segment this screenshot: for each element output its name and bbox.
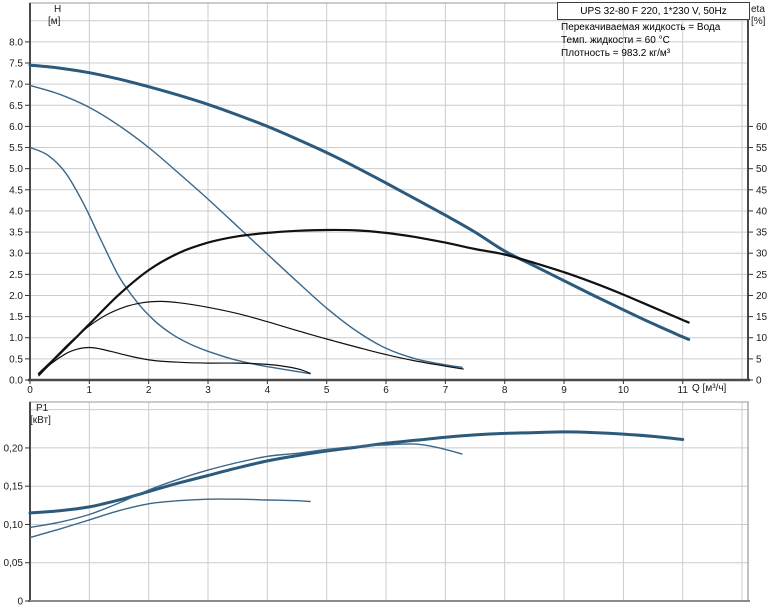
x-tick-label: 0 [27,385,33,396]
y-tick-label: 0,05 [4,558,24,569]
power-axis-label: P1 [36,403,49,414]
y2-tick-label: 15 [756,312,768,323]
curve-h1 [29,146,311,375]
y-tick-label: 0,20 [4,443,24,454]
curve-eta2 [38,300,464,376]
y-tick-label: 8.0 [9,37,23,48]
y-tick-label: 0.0 [9,376,23,387]
x-tick-label: 11 [678,385,689,396]
pump-title-box: UPS 32-80 F 220, 1*230 V, 50Hz [557,2,750,20]
operating-conditions: Перекачиваемая жидкость = Вода Темп. жид… [561,21,720,60]
head-axis-label: H [54,4,62,15]
y-tick-label: 3.0 [9,249,23,260]
x-tick-label: 7 [443,385,449,396]
condition-temp: Темп. жидкости = 60 °C [561,35,670,46]
y-tick-label: 0,15 [4,482,24,493]
y2-tick-label: 60 [756,122,768,133]
condition-liquid: Перекачиваемая жидкость = Вода [561,22,721,33]
y2-tick-label: 40 [756,206,768,217]
y-tick-label: 5.0 [9,164,23,175]
y-tick-label: 1.0 [9,333,23,344]
eta-axis-unit: [%] [751,16,766,27]
y-tick-label: 2.5 [9,270,23,281]
x-tick-label: 10 [618,385,630,396]
y2-tick-label: 10 [756,333,768,344]
y-tick-label: 0 [17,597,23,608]
curve-eta3 [37,228,690,375]
y-tick-label: 2.0 [9,291,23,302]
y-tick-label: 7.0 [9,80,23,91]
y-tick-label: 1.5 [9,312,23,323]
y2-tick-label: 35 [756,228,768,239]
power-axis-unit: [кВт] [30,415,51,426]
curve-h3 [28,63,691,341]
curve-p1 [29,498,311,539]
y-tick-label: 0,10 [4,520,24,531]
x-tick-label: 6 [383,385,389,396]
y-tick-label: 6.5 [9,101,23,112]
curve-eta1 [38,346,311,377]
y-tick-label: 4.0 [9,206,23,217]
curve-p2 [29,443,463,529]
y-tick-label: 5.5 [9,143,23,154]
y2-tick-label: 25 [756,270,768,281]
y2-tick-label: 5 [756,354,762,365]
y-tick-label: 7.5 [9,59,23,70]
eta-axis-label: eta [751,4,765,15]
x-tick-label: 8 [502,385,508,396]
curve-p3 [28,430,685,515]
curve-h2 [29,84,463,368]
y2-tick-label: 45 [756,185,768,196]
x-tick-label: 1 [87,385,93,396]
x-tick-label: 3 [205,385,211,396]
x-tick-label: 4 [265,385,271,396]
y-tick-label: 3.5 [9,228,23,239]
y-tick-label: 6.0 [9,122,23,133]
x-tick-label: 9 [561,385,567,396]
y-tick-label: 0.5 [9,354,23,365]
x-tick-label: 5 [324,385,330,396]
y-tick-label: 4.5 [9,185,23,196]
y2-tick-label: 20 [756,291,768,302]
y2-tick-label: 30 [756,249,768,260]
x-tick-label: 2 [146,385,152,396]
y2-tick-label: 50 [756,164,768,175]
head-axis-unit: [м] [48,16,61,27]
condition-density: Плотность = 983.2 кг/м³ [561,48,671,59]
flow-axis-label: Q [м³/ч] [692,383,727,394]
y2-tick-label: 55 [756,143,768,154]
y2-tick-label: 0 [756,376,762,387]
